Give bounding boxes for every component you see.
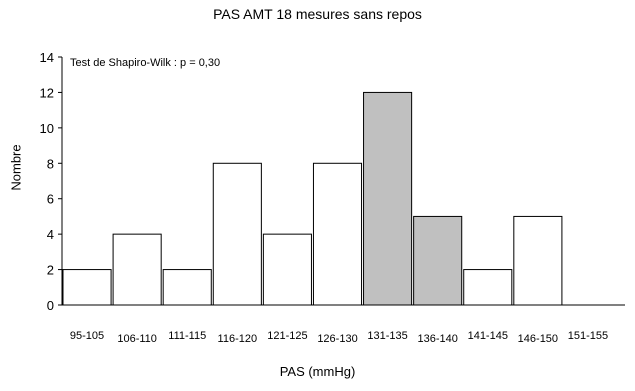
x-tick-label: 95-105	[70, 330, 104, 342]
y-tick-label: 14	[40, 50, 54, 65]
y-tick-label: 4	[47, 227, 54, 242]
x-tick-label: 131-135	[367, 330, 407, 342]
x-tick-label: 121-125	[267, 330, 307, 342]
x-axis-label: PAS (mmHg)	[279, 364, 356, 379]
x-tick-label: 126-130	[317, 333, 357, 345]
bar	[463, 269, 513, 306]
y-tick-label: 6	[47, 192, 54, 207]
bar	[112, 233, 162, 306]
bar	[312, 162, 363, 306]
bar	[413, 215, 463, 306]
y-tick-label: 12	[40, 85, 54, 100]
bar	[162, 269, 212, 306]
y-tick-label: 8	[47, 156, 54, 171]
y-tick-label: 2	[47, 263, 54, 278]
chart-title: PAS AMT 18 mesures sans repos	[213, 6, 422, 22]
x-tick-label: 146-150	[518, 333, 558, 345]
bar	[212, 162, 262, 306]
x-tick-label: 136-140	[417, 333, 457, 345]
shapiro-wilk-annotation: Test de Shapiro-Wilk : p = 0,30	[70, 57, 221, 69]
x-tick-label: 141-145	[468, 330, 508, 342]
y-tick-label: 10	[40, 121, 54, 136]
y-tick-label: 0	[47, 298, 54, 313]
bar	[262, 233, 312, 306]
x-tick-label: 151-155	[568, 330, 608, 342]
bar	[62, 269, 112, 306]
x-tick-label: 116-120	[218, 333, 258, 345]
bar	[363, 91, 413, 306]
bar	[513, 215, 563, 306]
x-tick-label: 106-110	[117, 333, 157, 345]
x-tick-label: 111-115	[168, 330, 206, 342]
